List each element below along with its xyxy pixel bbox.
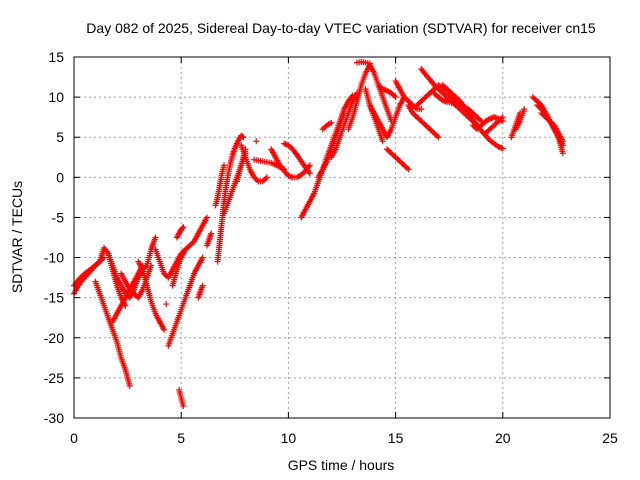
data-point <box>180 224 187 231</box>
x-axis-label: GPS time / hours <box>288 457 395 473</box>
series-t23 <box>268 146 313 181</box>
series-t31 <box>354 58 373 67</box>
series-t43 <box>482 114 506 137</box>
series-t24 <box>253 138 260 145</box>
data-marks <box>71 58 566 409</box>
data-point <box>163 301 170 308</box>
y-tick-label: 0 <box>56 169 64 185</box>
series-t40 <box>431 90 485 125</box>
x-tick-label: 0 <box>70 430 78 446</box>
data-point <box>161 326 168 333</box>
y-tick-label: 5 <box>56 129 64 145</box>
x-tick-label: 10 <box>281 430 297 446</box>
y-tick-label: 15 <box>48 49 64 65</box>
data-point <box>559 150 566 157</box>
series-t37 <box>405 102 442 141</box>
y-tick-label: -30 <box>44 410 64 426</box>
data-point <box>208 230 215 237</box>
y-tick-label: -25 <box>44 370 64 386</box>
data-point <box>499 145 506 152</box>
data-point <box>418 106 425 113</box>
series-t29 <box>319 119 335 133</box>
data-point <box>180 402 187 409</box>
y-axis-label: SDTVAR / TECUs <box>9 181 25 293</box>
axis-ticks <box>73 56 611 419</box>
series-t15 <box>195 282 206 301</box>
x-tick-label: 20 <box>495 430 511 446</box>
series-t16 <box>203 230 215 249</box>
data-point <box>152 234 159 241</box>
x-tick-label: 5 <box>177 430 185 446</box>
data-point <box>179 225 186 232</box>
series-t10 <box>165 254 206 349</box>
y-tick-label: 10 <box>48 89 64 105</box>
y-tick-labels: -30 -25 -20 -15 -10 -5 0 5 10 15 <box>44 49 64 426</box>
data-point <box>239 133 246 140</box>
series-t35 <box>384 146 412 173</box>
series-t25 <box>281 140 313 177</box>
x-tick-label: 25 <box>602 430 618 446</box>
series-t27 <box>315 110 348 181</box>
data-point <box>559 138 566 145</box>
data-point <box>521 106 528 113</box>
data-point <box>263 174 270 181</box>
x-tick-label: 15 <box>388 430 404 446</box>
y-tick-label: -15 <box>44 290 64 306</box>
plot-frame <box>73 56 611 419</box>
series-t48 <box>538 110 566 145</box>
series-t6 <box>118 262 155 301</box>
data-point <box>306 162 313 169</box>
series-t12 <box>173 224 187 241</box>
series-t45 <box>512 106 528 133</box>
series-t8 <box>143 234 159 269</box>
series-t41 <box>439 82 506 152</box>
data-point <box>392 94 399 101</box>
chart-title: Day 082 of 2025, Sidereal Day-to-day VTE… <box>86 20 596 36</box>
series-t7 <box>135 258 168 333</box>
data-point <box>253 138 260 145</box>
series-t18 <box>212 162 228 209</box>
series-t21 <box>238 142 270 185</box>
y-tick-label: -10 <box>44 250 64 266</box>
series-t3 <box>92 278 133 389</box>
data-point <box>366 60 373 67</box>
data-point <box>221 162 228 169</box>
data-point <box>435 134 442 141</box>
data-point <box>405 166 412 173</box>
y-tick-label: -20 <box>44 330 64 346</box>
series-t47 <box>534 102 566 157</box>
series-t11 <box>169 214 210 289</box>
data-point <box>199 282 206 289</box>
data-point <box>199 254 206 261</box>
data-point <box>379 138 386 145</box>
data-point <box>306 170 313 177</box>
series-t14 <box>163 301 170 308</box>
data-point <box>126 382 133 389</box>
data-point <box>240 134 247 141</box>
x-tick-labels: 0 5 10 15 20 25 <box>70 430 618 446</box>
series-t13 <box>176 386 187 409</box>
series-t17 <box>214 132 247 265</box>
series-t1 <box>71 254 108 297</box>
data-point <box>203 214 210 221</box>
y-tick-label: -5 <box>52 209 65 225</box>
data-point <box>499 114 506 121</box>
data-point <box>328 119 335 126</box>
series-t34 <box>375 82 399 101</box>
